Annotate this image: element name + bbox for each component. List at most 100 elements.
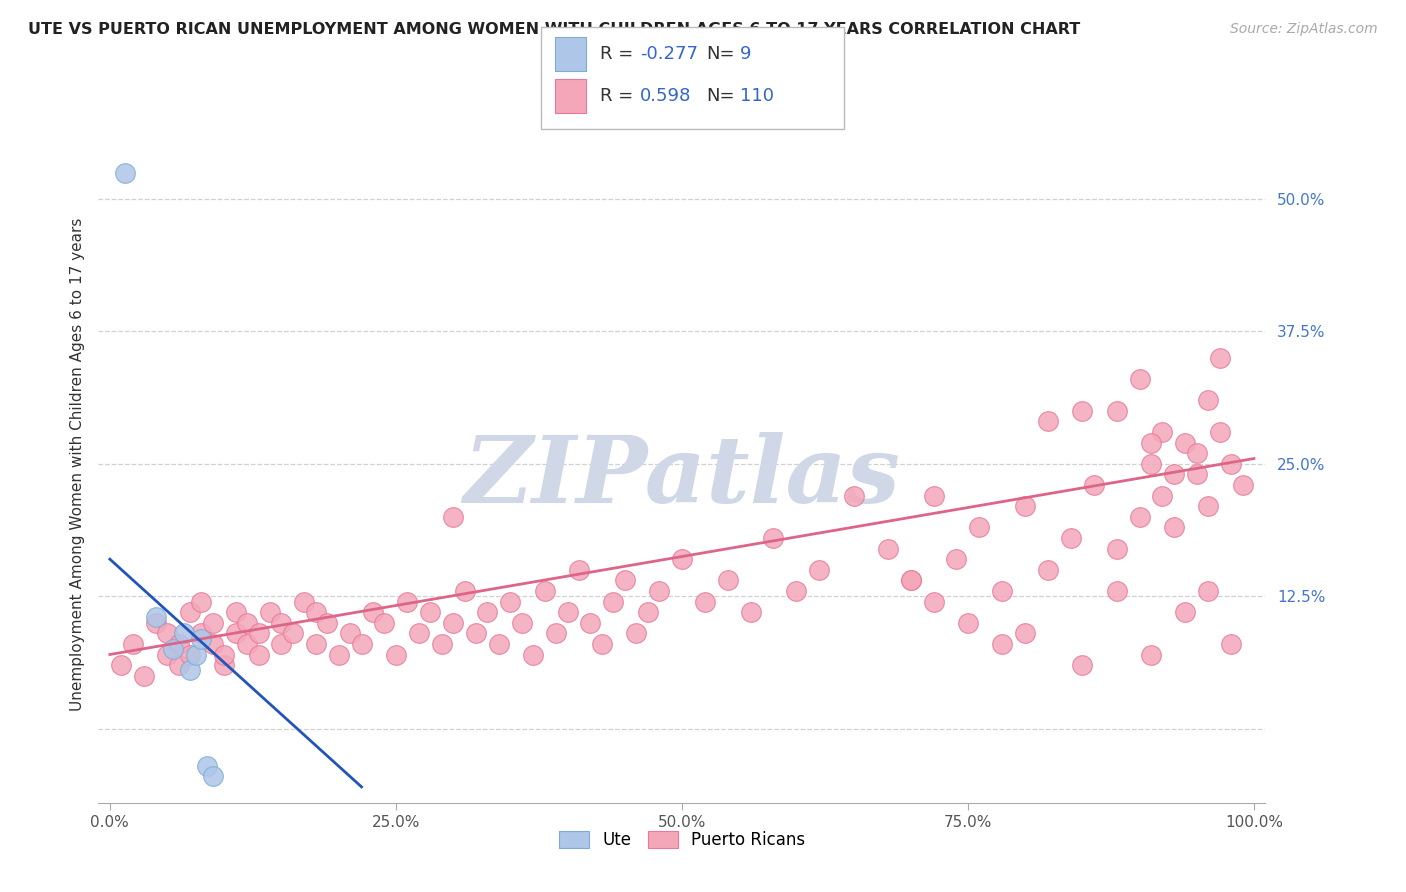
Point — [259, 605, 281, 619]
Point — [922, 594, 945, 608]
Text: R =: R = — [600, 45, 640, 63]
Point — [1071, 404, 1094, 418]
Point — [167, 658, 190, 673]
Point — [121, 637, 143, 651]
Legend: Ute, Puerto Ricans: Ute, Puerto Ricans — [553, 824, 811, 855]
Point — [671, 552, 693, 566]
Point — [842, 489, 865, 503]
Point — [900, 574, 922, 588]
Point — [1140, 648, 1163, 662]
Point — [190, 594, 212, 608]
Point — [214, 648, 236, 662]
Point — [361, 605, 384, 619]
Point — [922, 489, 945, 503]
Point — [190, 626, 212, 640]
Point — [762, 531, 785, 545]
Point — [477, 605, 499, 619]
Text: 110: 110 — [740, 87, 773, 105]
Point — [214, 658, 236, 673]
Text: -0.277: -0.277 — [640, 45, 697, 63]
Point — [247, 648, 270, 662]
Point — [281, 626, 304, 640]
Point — [1105, 541, 1128, 556]
Point — [156, 648, 179, 662]
Point — [270, 637, 292, 651]
Point — [1163, 467, 1185, 482]
Point — [568, 563, 591, 577]
Point — [1140, 457, 1163, 471]
Point — [544, 626, 567, 640]
Point — [1105, 583, 1128, 598]
Point — [991, 583, 1014, 598]
Point — [637, 605, 659, 619]
Text: N=: N= — [706, 45, 734, 63]
Point — [1083, 478, 1105, 492]
Point — [373, 615, 395, 630]
Point — [591, 637, 613, 651]
Text: UTE VS PUERTO RICAN UNEMPLOYMENT AMONG WOMEN WITH CHILDREN AGES 6 TO 17 YEARS CO: UTE VS PUERTO RICAN UNEMPLOYMENT AMONG W… — [28, 22, 1080, 37]
Point — [785, 583, 807, 598]
Point — [1060, 531, 1083, 545]
Point — [1128, 509, 1150, 524]
Point — [1174, 605, 1197, 619]
Point — [1197, 499, 1219, 513]
Point — [969, 520, 991, 534]
Point — [1174, 435, 1197, 450]
Point — [522, 648, 544, 662]
Point — [1232, 478, 1254, 492]
Point — [236, 637, 259, 651]
Point — [1208, 425, 1230, 439]
Point — [1220, 637, 1243, 651]
Point — [385, 648, 408, 662]
Point — [173, 626, 195, 640]
Text: N=: N= — [706, 87, 734, 105]
Point — [305, 637, 328, 651]
Point — [195, 758, 218, 772]
Text: R =: R = — [600, 87, 640, 105]
Point — [1014, 499, 1036, 513]
Point — [441, 509, 464, 524]
Point — [1071, 658, 1094, 673]
Point — [499, 594, 522, 608]
Point — [145, 615, 167, 630]
Point — [305, 605, 328, 619]
Point — [408, 626, 430, 640]
Point — [465, 626, 488, 640]
Point — [350, 637, 373, 651]
Point — [613, 574, 636, 588]
Text: 9: 9 — [740, 45, 751, 63]
Point — [956, 615, 979, 630]
Point — [1140, 435, 1163, 450]
Point — [1036, 563, 1059, 577]
Point — [488, 637, 510, 651]
Point — [114, 165, 136, 179]
Point — [876, 541, 898, 556]
Point — [156, 626, 179, 640]
Text: 0.598: 0.598 — [640, 87, 692, 105]
Point — [1152, 489, 1174, 503]
Point — [292, 594, 315, 608]
Point — [510, 615, 533, 630]
Point — [201, 615, 224, 630]
Point — [1152, 425, 1174, 439]
Point — [693, 594, 716, 608]
Point — [225, 626, 247, 640]
Point — [179, 648, 201, 662]
Point — [740, 605, 762, 619]
Point — [1036, 414, 1059, 428]
Point — [579, 615, 602, 630]
Point — [945, 552, 967, 566]
Point — [201, 637, 224, 651]
Point — [1197, 393, 1219, 408]
Point — [717, 574, 740, 588]
Text: Source: ZipAtlas.com: Source: ZipAtlas.com — [1230, 22, 1378, 37]
Point — [624, 626, 647, 640]
Point — [1128, 372, 1150, 386]
Point — [1185, 467, 1208, 482]
Point — [648, 583, 671, 598]
Point — [808, 563, 831, 577]
Point — [991, 637, 1014, 651]
Point — [162, 642, 184, 657]
Point — [900, 574, 922, 588]
Point — [145, 610, 167, 624]
